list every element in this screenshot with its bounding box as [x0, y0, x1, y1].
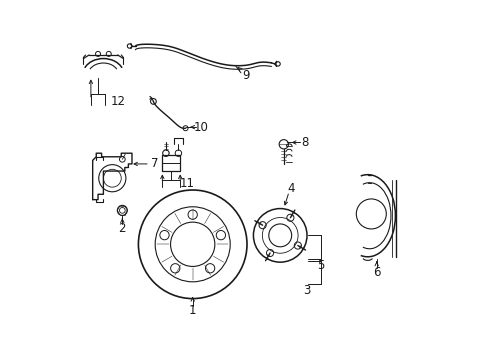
- Text: 7: 7: [150, 157, 158, 170]
- Text: 12: 12: [110, 95, 125, 108]
- Text: 9: 9: [242, 69, 249, 82]
- Text: 3: 3: [303, 284, 310, 297]
- Text: 2: 2: [118, 222, 126, 235]
- Text: 10: 10: [193, 121, 208, 134]
- Text: 6: 6: [372, 266, 380, 279]
- Text: 1: 1: [188, 304, 196, 317]
- Text: 8: 8: [300, 136, 307, 149]
- Text: 5: 5: [317, 259, 325, 272]
- Text: 11: 11: [180, 177, 194, 190]
- Text: 4: 4: [286, 182, 294, 195]
